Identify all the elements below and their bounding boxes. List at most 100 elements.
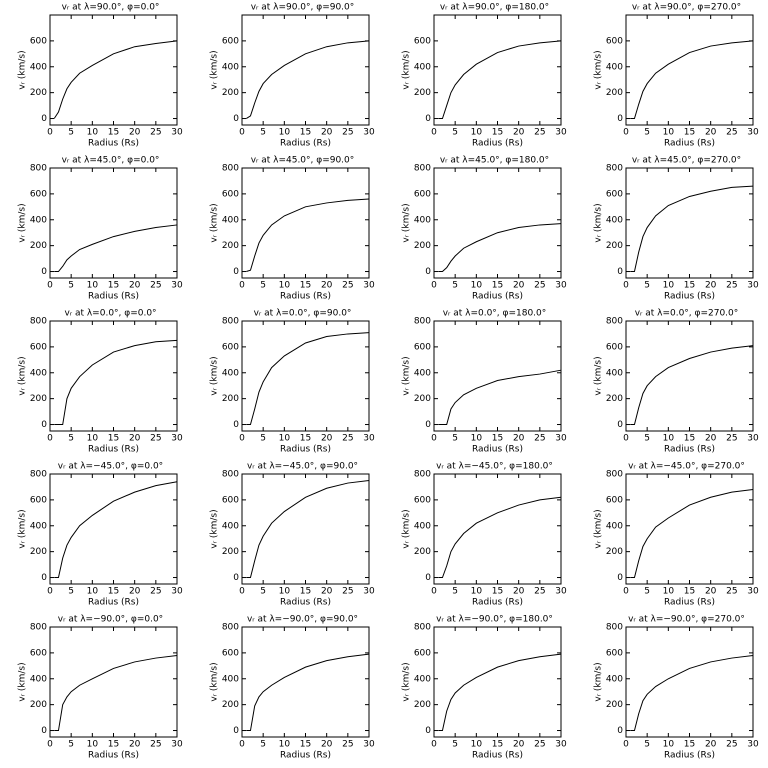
x-tick-label: 25 [150, 434, 161, 444]
x-tick-label: 0 [623, 128, 629, 138]
panel: vᵣ at λ=0.0°, φ=90.0° 0 5 10 15 20 25 30 0 200 400… [210, 309, 375, 455]
x-tick-label: 30 [747, 587, 759, 597]
y-tick-label: 800 [414, 623, 431, 633]
data-line [246, 198, 370, 273]
x-tick-label: 30 [363, 434, 375, 444]
x-tick-label: 25 [726, 587, 737, 597]
x-tick-label: 10 [471, 434, 483, 444]
x-tick-label: 15 [108, 281, 119, 291]
panel: vᵣ at λ=45.0°, φ=180.0° 0 5 10 15 20 25 30 0 200 4… [402, 156, 567, 302]
x-tick-label: 5 [68, 434, 74, 444]
panel: vᵣ at λ=45.0°, φ=270.0° 0 5 10 15 20 25 30 0 200 4… [594, 156, 759, 302]
x-tick-label: 20 [321, 434, 333, 444]
x-tick-label: 25 [342, 281, 353, 291]
y-tick-label: 0 [425, 573, 431, 583]
y-tick-label: 0 [425, 267, 431, 277]
x-axis-label: Radius (Rs) [88, 445, 139, 455]
x-tick-label: 20 [705, 434, 717, 444]
x-tick-label: 30 [747, 434, 759, 444]
y-tick-label: 200 [30, 700, 47, 710]
chart-title: vᵣ at λ=90.0°, φ=0.0° [62, 3, 160, 13]
x-tick-label: 20 [705, 740, 717, 750]
x-axis-label: Radius (Rs) [664, 598, 715, 608]
x-tick-label: 5 [452, 281, 458, 291]
y-axis-label: vᵣ (km/s) [18, 509, 28, 548]
x-tick-label: 5 [260, 740, 266, 750]
chart-title: vᵣ at λ=0.0°, φ=0.0° [64, 309, 156, 319]
chart-title: vᵣ at λ=0.0°, φ=90.0° [254, 309, 352, 319]
y-tick-label: 0 [41, 267, 47, 277]
x-tick-label: 10 [87, 434, 99, 444]
x-tick-label: 20 [129, 587, 141, 597]
y-tick-label: 0 [617, 114, 623, 124]
y-axis-label: vᵣ (km/s) [18, 356, 28, 395]
x-axis-label: Radius (Rs) [664, 139, 715, 149]
y-tick-label: 200 [606, 547, 623, 557]
y-tick-label: 600 [414, 342, 431, 352]
y-axis-label: vᵣ (km/s) [210, 50, 220, 89]
data-line [246, 479, 370, 579]
x-tick-label: 0 [239, 740, 245, 750]
x-tick-label: 20 [129, 434, 141, 444]
x-tick-label: 25 [726, 281, 737, 291]
x-tick-label: 15 [108, 434, 119, 444]
y-tick-label: 600 [30, 648, 47, 658]
y-tick-label: 800 [30, 623, 47, 633]
x-tick-label: 30 [555, 128, 567, 138]
x-tick-label: 0 [239, 587, 245, 597]
y-axis-label: vᵣ (km/s) [402, 509, 412, 548]
y-axis-label: vᵣ (km/s) [210, 509, 220, 548]
chart-title: vᵣ at λ=45.0°, φ=90.0° [251, 156, 355, 166]
x-tick-label: 0 [47, 587, 53, 597]
data-line [54, 224, 178, 273]
x-axis-label: Radius (Rs) [472, 598, 523, 608]
y-tick-label: 600 [222, 36, 239, 46]
x-tick-label: 20 [321, 587, 333, 597]
y-tick-label: 400 [606, 62, 623, 72]
y-tick-label: 600 [414, 495, 431, 505]
x-tick-label: 10 [663, 281, 675, 291]
x-axis-label: Radius (Rs) [472, 139, 523, 149]
x-tick-label: 25 [150, 740, 161, 750]
data-line [630, 185, 754, 273]
plot-frame [625, 626, 754, 738]
x-tick-label: 10 [279, 128, 291, 138]
x-tick-label: 15 [300, 587, 311, 597]
x-tick-label: 15 [300, 434, 311, 444]
y-tick-label: 200 [414, 700, 431, 710]
y-tick-label: 0 [425, 114, 431, 124]
plot-frame [241, 167, 370, 279]
data-line [438, 40, 562, 120]
x-tick-label: 5 [260, 128, 266, 138]
y-tick-label: 600 [222, 342, 239, 352]
data-line [438, 496, 562, 579]
x-tick-label: 30 [363, 281, 375, 291]
y-tick-label: 200 [606, 241, 623, 251]
chart-title: vᵣ at λ=90.0°, φ=90.0° [251, 3, 355, 13]
plot-frame [625, 14, 754, 126]
x-tick-label: 25 [150, 281, 161, 291]
y-tick-label: 0 [233, 726, 239, 736]
y-tick-label: 400 [606, 215, 623, 225]
x-tick-label: 20 [705, 128, 717, 138]
x-tick-label: 30 [171, 128, 183, 138]
x-tick-label: 25 [534, 740, 545, 750]
chart-title: vᵣ at λ=−45.0°, φ=270.0° [628, 462, 745, 472]
chart-title: vᵣ at λ=45.0°, φ=0.0° [62, 156, 160, 166]
x-tick-label: 10 [279, 281, 291, 291]
data-line [438, 653, 562, 732]
plot-frame [433, 626, 562, 738]
x-axis-label: Radius (Rs) [88, 139, 139, 149]
x-tick-label: 10 [471, 587, 483, 597]
y-tick-label: 400 [606, 521, 623, 531]
x-tick-label: 0 [47, 740, 53, 750]
x-tick-label: 10 [87, 128, 99, 138]
x-axis-label: Radius (Rs) [280, 139, 331, 149]
data-line [246, 332, 370, 426]
x-tick-label: 5 [644, 740, 650, 750]
y-tick-label: 600 [222, 495, 239, 505]
x-tick-label: 20 [129, 281, 141, 291]
x-tick-label: 30 [555, 281, 567, 291]
x-tick-label: 5 [68, 281, 74, 291]
x-tick-label: 0 [431, 281, 437, 291]
